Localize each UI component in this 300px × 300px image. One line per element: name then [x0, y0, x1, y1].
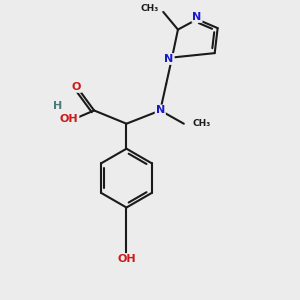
Text: OH: OH — [117, 254, 136, 264]
Text: CH₃: CH₃ — [141, 4, 159, 13]
Text: CH₃: CH₃ — [193, 119, 211, 128]
Text: O: O — [72, 82, 81, 92]
Text: N: N — [156, 106, 165, 116]
Text: H: H — [53, 101, 62, 111]
Text: N: N — [164, 54, 174, 64]
Text: N: N — [192, 12, 202, 22]
Text: OH: OH — [60, 114, 78, 124]
